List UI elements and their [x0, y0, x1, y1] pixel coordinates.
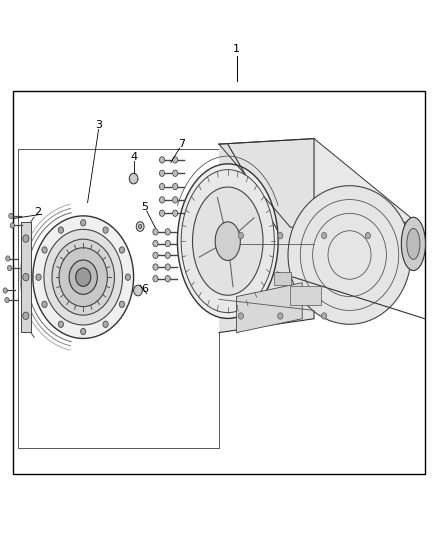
Circle shape	[165, 229, 170, 235]
Circle shape	[7, 265, 12, 271]
Circle shape	[159, 210, 165, 216]
Bar	[274, 272, 291, 286]
Circle shape	[159, 197, 165, 203]
Circle shape	[76, 268, 91, 286]
Circle shape	[119, 247, 124, 253]
Text: 6: 6	[141, 285, 148, 294]
Circle shape	[129, 173, 138, 184]
Circle shape	[365, 232, 371, 239]
Circle shape	[10, 223, 14, 228]
Circle shape	[159, 157, 165, 163]
Circle shape	[173, 157, 178, 163]
Polygon shape	[219, 139, 416, 227]
Circle shape	[69, 260, 97, 294]
Circle shape	[6, 256, 10, 261]
Circle shape	[23, 235, 29, 243]
Circle shape	[23, 273, 29, 281]
Circle shape	[81, 220, 86, 226]
Circle shape	[138, 224, 142, 229]
Circle shape	[9, 213, 13, 219]
Circle shape	[321, 313, 327, 319]
Circle shape	[119, 301, 124, 308]
Circle shape	[321, 232, 327, 239]
Circle shape	[153, 240, 158, 247]
Circle shape	[153, 229, 158, 235]
Circle shape	[58, 321, 64, 327]
Circle shape	[103, 321, 108, 327]
Circle shape	[44, 229, 123, 325]
Circle shape	[81, 328, 86, 335]
Circle shape	[165, 276, 170, 282]
Ellipse shape	[193, 187, 263, 295]
Circle shape	[3, 288, 7, 293]
Circle shape	[23, 312, 29, 319]
Polygon shape	[219, 139, 314, 333]
Circle shape	[173, 183, 178, 190]
Text: 5: 5	[141, 202, 148, 212]
Circle shape	[58, 227, 64, 233]
Ellipse shape	[215, 222, 240, 261]
Ellipse shape	[288, 185, 411, 324]
Circle shape	[153, 276, 158, 282]
Text: 7: 7	[178, 139, 185, 149]
Circle shape	[159, 170, 165, 176]
Bar	[13, 91, 425, 474]
Ellipse shape	[177, 164, 278, 318]
Circle shape	[134, 285, 142, 296]
Polygon shape	[237, 282, 302, 333]
Circle shape	[159, 183, 165, 190]
Circle shape	[136, 222, 144, 231]
Text: 3: 3	[95, 120, 102, 130]
Circle shape	[42, 301, 47, 308]
Circle shape	[173, 197, 178, 203]
Circle shape	[153, 252, 158, 259]
Text: 2: 2	[34, 207, 41, 217]
Circle shape	[278, 232, 283, 239]
Circle shape	[52, 239, 114, 315]
Circle shape	[36, 274, 41, 280]
Circle shape	[165, 240, 170, 247]
Circle shape	[238, 232, 244, 239]
Circle shape	[5, 297, 9, 303]
Bar	[18, 149, 219, 448]
Bar	[290, 286, 321, 305]
Circle shape	[165, 252, 170, 259]
Text: 4: 4	[130, 152, 137, 161]
Ellipse shape	[407, 229, 420, 260]
Ellipse shape	[401, 217, 425, 271]
Circle shape	[125, 274, 131, 280]
Circle shape	[238, 313, 244, 319]
Circle shape	[173, 170, 178, 176]
Circle shape	[165, 264, 170, 270]
Circle shape	[103, 227, 108, 233]
Circle shape	[153, 264, 158, 270]
Circle shape	[42, 247, 47, 253]
Circle shape	[33, 216, 134, 338]
Circle shape	[59, 248, 107, 306]
Circle shape	[173, 210, 178, 216]
Circle shape	[278, 313, 283, 319]
Bar	[21, 222, 31, 333]
Text: 1: 1	[233, 44, 240, 54]
Ellipse shape	[181, 169, 274, 313]
